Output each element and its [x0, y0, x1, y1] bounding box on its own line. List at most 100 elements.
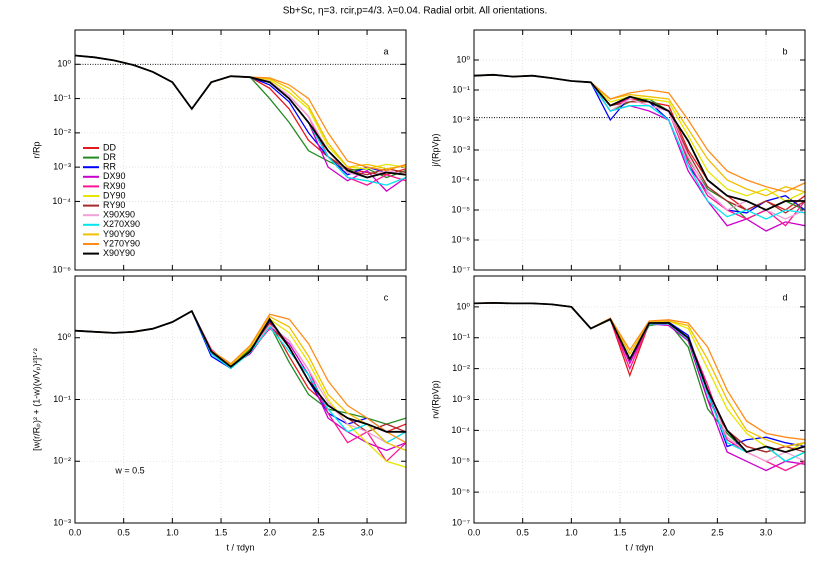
series-line [75, 310, 406, 433]
series-line [75, 54, 406, 179]
series-line [474, 74, 805, 220]
y-tick-label: 10⁻⁷ [452, 517, 470, 527]
y-tick-label: 10⁻¹ [452, 332, 470, 342]
y-axis-label: r/Rp [31, 141, 41, 158]
legend-label: DR [103, 152, 116, 162]
legend-label: Y270Y90 [103, 238, 140, 248]
panel-label: a [383, 46, 388, 56]
x-tick-label: 2.5 [711, 527, 724, 537]
y-tick-label: 10⁻¹ [53, 394, 71, 404]
series-line [75, 310, 406, 444]
x-tick-label: 1.0 [565, 527, 578, 537]
y-tick-label: 10⁻⁷ [452, 264, 470, 274]
x-tick-label: 1.5 [215, 527, 228, 537]
y-tick-label: 10⁻³ [53, 162, 71, 172]
series-line [75, 54, 406, 172]
series-line [75, 309, 406, 433]
series-line [474, 302, 805, 448]
series-line [474, 74, 805, 193]
y-tick-label: 10⁻² [452, 114, 470, 124]
series-line [75, 54, 406, 170]
x-tick-label: 0.0 [69, 527, 82, 537]
y-tick-label: 10⁻¹ [452, 84, 470, 94]
series-line [474, 302, 805, 448]
series-line [474, 302, 805, 463]
series-line [75, 54, 406, 176]
plot-frame [473, 29, 806, 271]
y-tick-label: 10⁰ [456, 54, 470, 64]
y-tick-label: 10⁻² [53, 456, 71, 466]
x-tick-label: 0.5 [516, 527, 529, 537]
series-line [75, 54, 406, 179]
y-tick-label: 10⁻⁴ [52, 196, 71, 206]
legend-label: DX90 [103, 171, 126, 181]
series-line [75, 310, 406, 463]
y-tick-label: 10⁻³ [53, 517, 71, 527]
series-line [474, 74, 805, 197]
legend-label: X90Y90 [103, 248, 135, 258]
y-tick-label: 10⁻³ [452, 144, 470, 154]
series-line [75, 310, 406, 425]
x-axis-label: t / τdyn [625, 542, 653, 552]
series-line [75, 54, 406, 176]
y-tick-label: 10⁰ [57, 59, 71, 69]
x-axis-label: t / τdyn [226, 542, 254, 552]
y-tick-label: 10⁻² [452, 363, 470, 373]
y-axis-label: j/(RpVp) [430, 133, 440, 167]
y-axis-label: [w(r/Rₚ)² + (1-w)(v/Vₚ)²]¹ᐟ² [31, 348, 41, 451]
plot-frame [473, 275, 806, 524]
annotation: w = 0.5 [114, 465, 144, 475]
series-line [75, 54, 406, 176]
panel-label: d [782, 292, 787, 302]
series-line [474, 74, 805, 220]
y-tick-label: 10⁻⁶ [452, 234, 471, 244]
series-line [474, 302, 805, 472]
series-line [474, 302, 805, 472]
y-tick-label: 10⁻⁵ [452, 204, 471, 214]
legend-label: DY90 [103, 190, 126, 200]
y-tick-label: 10⁻⁴ [451, 174, 470, 184]
x-tick-label: 2.0 [263, 527, 276, 537]
x-tick-label: 0.0 [468, 527, 481, 537]
y-tick-label: 10⁻⁴ [451, 425, 470, 435]
series-line [474, 74, 805, 202]
series-line [474, 302, 805, 463]
x-tick-label: 1.0 [166, 527, 179, 537]
plot-frame [74, 275, 407, 524]
figure-title: Sb+Sc, η=3. rcir,p=4/3. λ=0.04. Radial o… [283, 6, 548, 17]
series-line [75, 54, 406, 170]
legend-label: RR [103, 162, 116, 172]
legend-label: DD [103, 142, 116, 152]
panel-label: b [782, 46, 787, 56]
legend-label: X90X90 [103, 210, 135, 220]
series-line [75, 310, 406, 444]
series-line [75, 310, 406, 444]
series-line [474, 302, 805, 453]
x-tick-label: 0.5 [117, 527, 130, 537]
series-line [474, 74, 805, 220]
x-tick-label: 2.5 [312, 527, 325, 537]
y-tick-label: 10⁻¹ [53, 93, 71, 103]
x-tick-label: 2.0 [662, 527, 675, 537]
series-line [474, 302, 805, 463]
x-tick-label: 3.0 [760, 527, 773, 537]
y-tick-label: 10⁻² [53, 127, 71, 137]
plot-frame [74, 29, 407, 271]
series-line [474, 73, 805, 211]
series-line [474, 302, 805, 453]
legend-label: Y90Y90 [103, 229, 135, 239]
y-tick-label: 10⁰ [57, 332, 71, 342]
series-line [474, 302, 805, 441]
y-axis-label: rv/(RpVp) [430, 380, 440, 419]
y-tick-label: 10⁻⁶ [53, 264, 72, 274]
x-tick-label: 3.0 [361, 527, 374, 537]
series-line [75, 310, 406, 433]
series-line [474, 301, 805, 454]
legend-label: RY90 [103, 200, 125, 210]
y-tick-label: 10⁰ [456, 301, 470, 311]
series-line [75, 54, 406, 179]
y-tick-label: 10⁻⁶ [452, 487, 471, 497]
y-tick-label: 10⁻³ [452, 394, 470, 404]
panel-label: c [384, 292, 389, 302]
